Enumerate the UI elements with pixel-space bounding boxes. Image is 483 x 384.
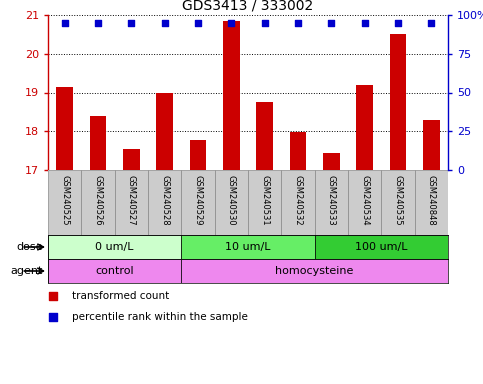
- Bar: [415, 170, 448, 235]
- Point: [61, 20, 69, 26]
- Bar: [181, 170, 214, 235]
- Point: [261, 20, 269, 26]
- Point: [194, 20, 202, 26]
- Text: GSM240528: GSM240528: [160, 175, 169, 226]
- Text: GSM240530: GSM240530: [227, 175, 236, 226]
- Bar: [248, 170, 281, 235]
- Text: control: control: [95, 266, 134, 276]
- Text: GSM240526: GSM240526: [94, 175, 102, 226]
- Point: [161, 20, 169, 26]
- Text: homocysteine: homocysteine: [275, 266, 354, 276]
- Bar: [390, 35, 406, 170]
- Bar: [156, 93, 173, 170]
- Point: [361, 20, 369, 26]
- Text: 0 um/L: 0 um/L: [96, 242, 134, 252]
- Point: [327, 20, 335, 26]
- Text: percentile rank within the sample: percentile rank within the sample: [72, 312, 248, 322]
- Bar: [181, 235, 314, 259]
- Bar: [356, 85, 373, 170]
- Point: [427, 20, 435, 26]
- Bar: [281, 170, 314, 235]
- Point: [294, 20, 302, 26]
- Text: 10 um/L: 10 um/L: [225, 242, 271, 252]
- Bar: [123, 149, 140, 170]
- Text: GSM240535: GSM240535: [394, 175, 402, 226]
- Text: GSM240531: GSM240531: [260, 175, 269, 226]
- Bar: [223, 21, 240, 170]
- Bar: [48, 259, 181, 283]
- Point: [394, 20, 402, 26]
- Bar: [382, 170, 415, 235]
- Bar: [290, 132, 306, 170]
- Point: [94, 20, 102, 26]
- Bar: [81, 170, 114, 235]
- Bar: [148, 170, 181, 235]
- Bar: [114, 170, 148, 235]
- Title: GDS3413 / 333002: GDS3413 / 333002: [183, 0, 313, 12]
- Bar: [314, 235, 448, 259]
- Bar: [48, 235, 181, 259]
- Text: GSM240532: GSM240532: [294, 175, 302, 226]
- Bar: [181, 259, 448, 283]
- Bar: [323, 152, 340, 170]
- Bar: [314, 170, 348, 235]
- Text: transformed count: transformed count: [72, 291, 170, 301]
- Bar: [256, 102, 273, 170]
- Text: agent: agent: [11, 266, 43, 276]
- Text: dose: dose: [17, 242, 43, 252]
- Point: [227, 20, 235, 26]
- Point: [128, 20, 135, 26]
- Bar: [90, 116, 106, 170]
- Bar: [190, 140, 206, 170]
- Text: GSM240533: GSM240533: [327, 175, 336, 226]
- Text: GSM240527: GSM240527: [127, 175, 136, 226]
- Text: GSM240529: GSM240529: [194, 175, 202, 226]
- Bar: [48, 170, 81, 235]
- Bar: [57, 87, 73, 170]
- Bar: [423, 121, 440, 170]
- Text: 100 um/L: 100 um/L: [355, 242, 408, 252]
- Text: GSM240525: GSM240525: [60, 175, 69, 226]
- Bar: [214, 170, 248, 235]
- Text: GSM240534: GSM240534: [360, 175, 369, 226]
- Bar: [348, 170, 382, 235]
- Text: GSM240848: GSM240848: [427, 175, 436, 226]
